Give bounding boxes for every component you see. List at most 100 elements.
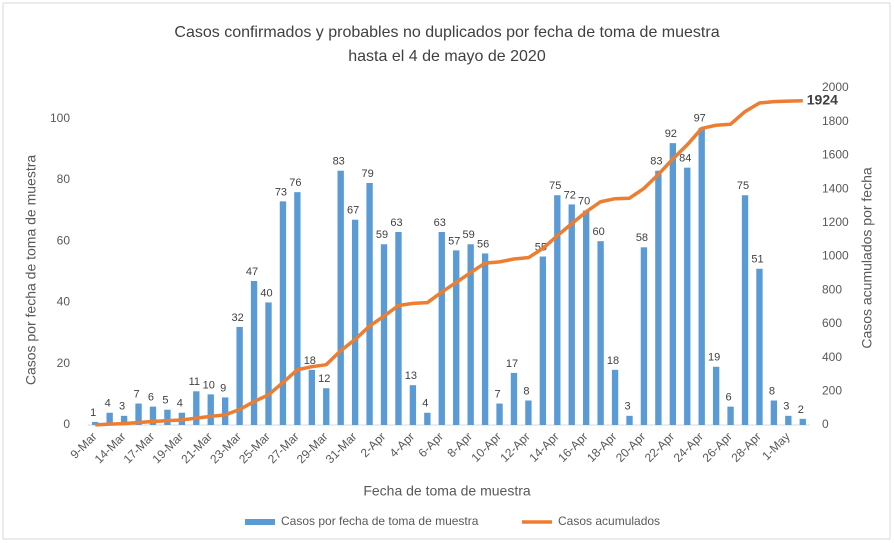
bar-value-label: 9 (220, 382, 226, 394)
y2-tick-label: 2000 (822, 80, 849, 94)
bar-value-label: 57 (448, 235, 460, 247)
bar (323, 388, 330, 425)
y2-tick-label: 1400 (822, 181, 849, 195)
bar (568, 204, 575, 425)
bar (669, 143, 676, 426)
y-tick-label: 20 (57, 356, 71, 370)
y2-tick-label: 1600 (822, 148, 849, 162)
legend-swatch (245, 519, 275, 525)
bar (655, 170, 662, 425)
bar-value-label: 92 (665, 128, 677, 140)
bar (525, 400, 532, 425)
bar (424, 412, 431, 425)
bar-value-label: 5 (162, 395, 168, 407)
bar-value-label: 19 (708, 352, 720, 364)
bar-value-label: 13 (405, 370, 417, 382)
bar (250, 281, 258, 425)
bar (106, 412, 113, 425)
bar (770, 400, 778, 425)
bar (351, 219, 359, 425)
bar (265, 302, 272, 425)
bar (120, 415, 128, 425)
bar-value-label: 7 (494, 388, 500, 400)
legend-label: Casos acumulados (558, 514, 660, 528)
bar-value-label: 6 (726, 392, 732, 404)
y2-axis-title: Casos acumulados por fecha (859, 167, 875, 349)
bar (684, 167, 691, 425)
bar (149, 406, 157, 425)
chart-title: Casos confirmados y probables no duplica… (174, 24, 719, 41)
bar (741, 195, 749, 425)
bar-value-label: 58 (636, 232, 648, 244)
bar-value-label: 32 (231, 312, 243, 324)
y2-tick-label: 1800 (822, 114, 849, 128)
bar (698, 127, 705, 425)
bar (380, 244, 388, 425)
bar (712, 366, 720, 425)
chart-subtitle: hasta el 4 de mayo de 2020 (348, 48, 546, 65)
bar (366, 182, 373, 425)
bar-value-label: 3 (624, 401, 630, 413)
bar (496, 403, 503, 425)
bar-value-label: 59 (376, 229, 388, 241)
bar (640, 247, 648, 425)
bar-value-label: 60 (592, 226, 604, 238)
bar-value-label: 10 (203, 379, 215, 391)
bar-value-label: 63 (390, 217, 402, 229)
y2-tick-label: 600 (822, 316, 842, 330)
bar-value-label: 59 (463, 229, 475, 241)
bar-value-label: 72 (564, 189, 576, 201)
y-tick-label: 40 (57, 295, 71, 309)
bar-value-label: 17 (506, 358, 518, 370)
bar (308, 369, 315, 425)
bar (453, 250, 460, 425)
y2-tick-label: 400 (822, 350, 842, 364)
bar-value-label: 70 (578, 195, 590, 207)
bar (395, 231, 402, 425)
bar-value-label: 51 (751, 254, 763, 266)
bar-value-label: 47 (246, 266, 258, 278)
bar-value-label: 1 (90, 407, 96, 419)
bar-value-label: 11 (189, 376, 200, 388)
x-axis-title: Fecha de toma de muestra (363, 483, 531, 499)
y2-tick-label: 1200 (822, 215, 849, 229)
bar (785, 415, 792, 425)
bar-value-label: 75 (549, 180, 561, 192)
bar (467, 244, 474, 425)
bar-value-label: 76 (289, 177, 301, 189)
bar-value-label: 18 (607, 355, 619, 367)
bar-value-label: 83 (650, 156, 662, 168)
bar-value-label: 7 (133, 388, 139, 400)
bar (611, 369, 619, 425)
bar (481, 253, 489, 425)
bar-value-label: 12 (318, 373, 330, 385)
legend-label: Casos por fecha de toma de muestra (281, 514, 479, 528)
bar-value-label: 56 (477, 238, 489, 250)
bar (222, 397, 229, 425)
bar (337, 170, 344, 425)
bar (539, 256, 547, 425)
bar (135, 403, 142, 425)
bar-value-label: 3 (783, 401, 789, 413)
bar-value-label: 79 (361, 168, 373, 180)
y-tick-label: 80 (57, 172, 71, 186)
line-end-label: 1924 (807, 92, 838, 108)
y2-tick-label: 800 (822, 282, 842, 296)
bar-value-label: 4 (177, 398, 183, 410)
y-tick-label: 0 (63, 417, 70, 431)
bar (756, 268, 763, 425)
bar (409, 385, 417, 425)
y-axis-title: Casos por fecha de toma de muestra (23, 155, 39, 386)
bar-value-label: 8 (523, 385, 529, 397)
bar-value-label: 6 (148, 392, 154, 404)
bar-value-label: 18 (304, 355, 316, 367)
bar-value-label: 4 (422, 398, 428, 410)
y2-tick-label: 1000 (822, 249, 849, 263)
bar (510, 372, 518, 425)
bar-value-label: 75 (737, 180, 749, 192)
bar-value-label: 73 (275, 186, 287, 198)
bar (438, 231, 445, 425)
bar (164, 409, 171, 425)
bar (193, 391, 200, 425)
